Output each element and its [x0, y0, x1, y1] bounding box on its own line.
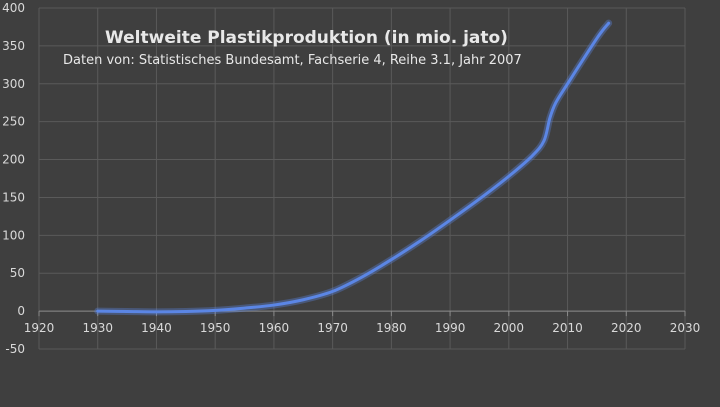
y-tick-label: 250 [2, 115, 25, 129]
y-tick-label: 400 [2, 1, 25, 15]
chart-subtitle: Daten von: Statistisches Bundesamt, Fach… [63, 53, 522, 68]
x-tick-label: 1980 [376, 321, 407, 335]
x-tick-label: 2000 [494, 321, 525, 335]
y-tick-label: 200 [2, 153, 25, 167]
x-tick-label: 1950 [200, 321, 231, 335]
x-tick-label: 1930 [82, 321, 113, 335]
x-tick-label: 1970 [317, 321, 348, 335]
x-tick-label: 1940 [141, 321, 172, 335]
y-tick-label: -50 [5, 342, 25, 356]
x-tick-label: 1920 [24, 321, 55, 335]
x-tick-label: 2030 [670, 321, 701, 335]
y-tick-label: 100 [2, 228, 25, 242]
x-tick-label: 1960 [259, 321, 290, 335]
y-tick-label: 300 [2, 77, 25, 91]
chart-title: Weltweite Plastikproduktion (in mio. jat… [105, 28, 508, 48]
y-tick-label: 50 [10, 266, 25, 280]
y-tick-label: 150 [2, 190, 25, 204]
y-tick-label: 350 [2, 39, 25, 53]
tick-labels: -50 0 50 100 150 200 250 300 350 400 1920 1930 1940 1… [2, 1, 700, 356]
y-tick-label: 0 [17, 304, 25, 318]
data-series [94, 19, 613, 316]
series-line [96, 21, 611, 314]
gridlines [38, 7, 686, 350]
x-tick-label: 2020 [611, 321, 642, 335]
x-tick-label: 1990 [435, 321, 466, 335]
x-tick-label: 2010 [552, 321, 583, 335]
